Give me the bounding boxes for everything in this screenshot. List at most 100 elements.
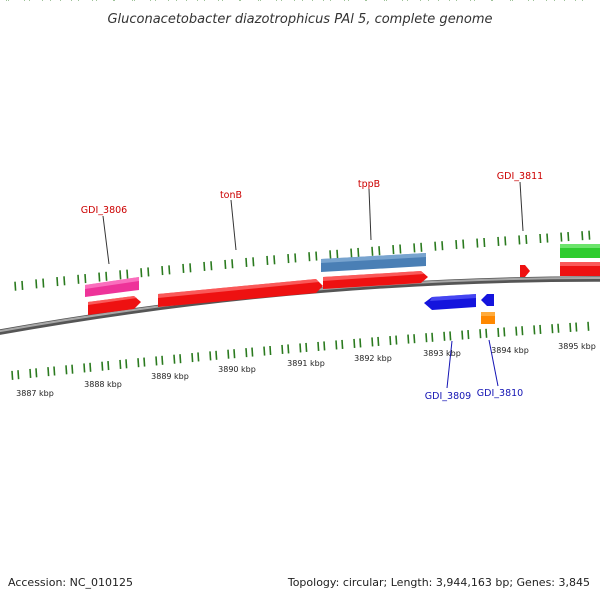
undefined-minor-tick <box>224 259 227 269</box>
gene-features <box>85 244 600 324</box>
undefined-minor-tick <box>587 321 590 331</box>
undefined-minor-tick <box>155 356 158 366</box>
undefined-minor-tick <box>395 335 398 345</box>
undefined-minor-tick <box>231 259 234 269</box>
undefined-minor-tick <box>588 230 591 240</box>
undefined-minor-tick <box>140 268 143 278</box>
gdi-3810-leader-line <box>488 339 499 387</box>
undefined-minor-tick <box>399 244 402 254</box>
gene-tonb-cds[interactable] <box>158 279 323 307</box>
undefined-minor-tick <box>479 329 482 339</box>
gene-label-leaders <box>102 181 524 389</box>
undefined-minor-tick <box>179 354 182 364</box>
undefined-minor-tick <box>252 257 255 267</box>
undefined-minor-tick <box>560 232 563 242</box>
undefined-minor-tick <box>497 236 500 247</box>
gene-right-edge-green-highlight <box>560 244 600 248</box>
gene-gdi-3806-cds-highlight <box>88 296 137 305</box>
forward-gene-labels: GDI_3806 tonB tppB GDI_3811 <box>81 171 543 216</box>
gene-gdi-3811-cds[interactable] <box>520 265 530 277</box>
undefined-minor-tick <box>315 251 318 261</box>
undefined-minor-tick <box>557 323 560 333</box>
gene-label-gdi-3811[interactable]: GDI_3811 <box>497 171 543 182</box>
undefined-minor-tick <box>308 252 311 262</box>
undefined-minor-tick <box>182 263 185 274</box>
gene-gdi-3806-feature-highlight <box>85 277 139 289</box>
undefined-minor-tick <box>341 339 344 349</box>
undefined-minor-tick <box>377 336 380 347</box>
undefined-minor-tick <box>497 327 500 337</box>
undefined-minor-tick <box>371 246 374 256</box>
undefined-minor-tick <box>14 281 17 291</box>
undefined-minor-tick <box>126 269 129 279</box>
kbp-label-3893: 3893 kbp <box>423 349 461 358</box>
undefined-minor-tick <box>189 263 192 273</box>
undefined-minor-tick <box>233 349 236 359</box>
inner-scale-ticks <box>6 0 590 380</box>
undefined-minor-tick <box>203 261 206 271</box>
undefined-minor-tick <box>107 361 110 371</box>
undefined-minor-tick <box>551 324 554 334</box>
undefined-minor-tick <box>539 233 542 244</box>
gene-label-tppb[interactable]: tppB <box>358 179 380 190</box>
undefined-minor-tick <box>518 235 521 245</box>
undefined-minor-tick <box>21 280 24 290</box>
undefined-minor-tick <box>263 346 266 356</box>
undefined-minor-tick <box>359 338 362 348</box>
undefined-minor-tick <box>197 352 200 362</box>
undefined-minor-tick <box>525 234 528 245</box>
undefined-minor-tick <box>483 237 486 248</box>
gene-label-gdi-3810[interactable]: GDI_3810 <box>477 388 523 399</box>
undefined-minor-tick <box>420 242 423 252</box>
undefined-minor-tick <box>521 326 524 336</box>
undefined-minor-tick <box>441 241 444 251</box>
gene-label-gdi-3809[interactable]: GDI_3809 <box>425 391 471 402</box>
undefined-minor-tick <box>71 364 74 374</box>
gene-label-tonb[interactable]: tonB <box>220 190 242 201</box>
gene-gdi-3810-cds[interactable] <box>481 294 494 306</box>
undefined-minor-tick <box>105 271 108 281</box>
undefined-minor-tick <box>245 348 248 358</box>
gene-tppb-feature-highlight <box>321 253 426 263</box>
accession-text: Accession: NC_010125 <box>8 576 133 589</box>
undefined-minor-tick <box>581 231 584 241</box>
undefined-minor-tick <box>65 365 68 375</box>
undefined-minor-tick <box>567 232 570 242</box>
undefined-minor-tick <box>84 273 87 284</box>
undefined-minor-tick <box>575 322 578 332</box>
undefined-minor-tick <box>56 277 59 287</box>
undefined-minor-tick <box>350 248 353 258</box>
undefined-minor-tick <box>434 241 437 251</box>
undefined-minor-tick <box>413 243 416 253</box>
undefined-minor-tick <box>503 327 506 337</box>
undefined-minor-tick <box>210 261 213 271</box>
undefined-minor-tick <box>467 330 470 340</box>
undefined-minor-tick <box>485 328 488 338</box>
undefined-minor-tick <box>63 276 66 286</box>
undefined-minor-tick <box>413 334 416 344</box>
undefined-minor-tick <box>357 247 360 258</box>
undefined-minor-tick <box>371 337 374 347</box>
undefined-minor-tick <box>462 239 465 249</box>
kbp-label-3892: 3892 kbp <box>354 354 392 363</box>
undefined-minor-tick <box>161 355 164 365</box>
undefined-minor-tick <box>168 265 171 275</box>
undefined-minor-tick <box>281 344 284 355</box>
tppb-leader-line <box>368 188 372 241</box>
kbp-scale-labels: 3887 kbp 3888 kbp 3889 kbp 3890 kbp 3891… <box>16 342 596 398</box>
undefined-minor-tick <box>533 325 536 335</box>
undefined-minor-tick <box>476 238 479 248</box>
undefined-minor-tick <box>77 274 80 284</box>
gene-label-gdi-3806[interactable]: GDI_3806 <box>81 205 127 216</box>
undefined-minor-tick <box>353 338 356 348</box>
undefined-minor-tick <box>125 359 128 369</box>
undefined-minor-tick <box>191 352 194 363</box>
gdi-3806-leader-line <box>102 215 110 265</box>
undefined-minor-tick <box>336 249 339 259</box>
undefined-minor-tick <box>245 257 248 267</box>
topology-summary-text: Topology: circular; Length: 3,944,163 bp… <box>287 576 590 589</box>
kbp-label-3894: 3894 kbp <box>491 346 529 355</box>
tonb-leader-line <box>230 199 237 251</box>
undefined-minor-tick <box>431 332 434 342</box>
undefined-minor-tick <box>329 250 332 260</box>
